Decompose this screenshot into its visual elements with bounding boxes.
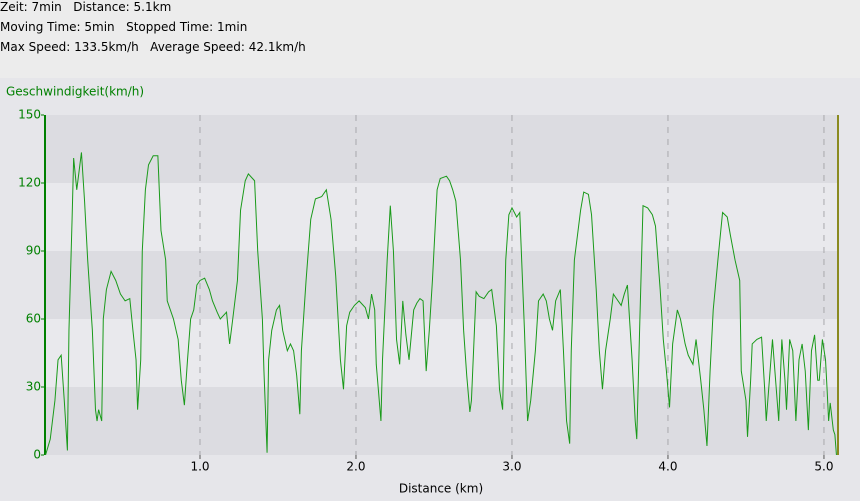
speed-line (45, 152, 837, 456)
x-tick-label: 1.0 (190, 460, 209, 474)
stat-line: Zeit: 7min Distance: 5.1km (0, 0, 172, 14)
x-tick-label: 4.0 (658, 460, 677, 474)
grid-band (44, 183, 838, 251)
y-tick-label: 0 (33, 448, 41, 462)
y-tick-label: 120 (18, 176, 41, 190)
grid-band (44, 251, 838, 319)
y-tick-label: 30 (26, 380, 41, 394)
stat-line: Max Speed: 133.5km/h Average Speed: 42.1… (0, 40, 306, 54)
y-tick-label: 60 (26, 312, 41, 326)
x-tick-label: 2.0 (346, 460, 365, 474)
y-tick-label: 90 (26, 244, 41, 258)
stat-line: Moving Time: 5min Stopped Time: 1min (0, 20, 248, 34)
grid-band (44, 115, 838, 183)
x-tick-label: 5.0 (814, 460, 833, 474)
y-tick-label: 150 (18, 108, 41, 122)
stats-header: Zeit: 7min Distance: 5.1km Moving Time: 5… (0, 0, 860, 78)
x-axis-title: Distance (km) (399, 482, 483, 496)
y-axis-title: Geschwindigkeit(km/h) (6, 85, 144, 99)
x-tick-label: 3.0 (502, 460, 521, 474)
grid-band (44, 319, 838, 387)
grid-band (44, 387, 838, 455)
